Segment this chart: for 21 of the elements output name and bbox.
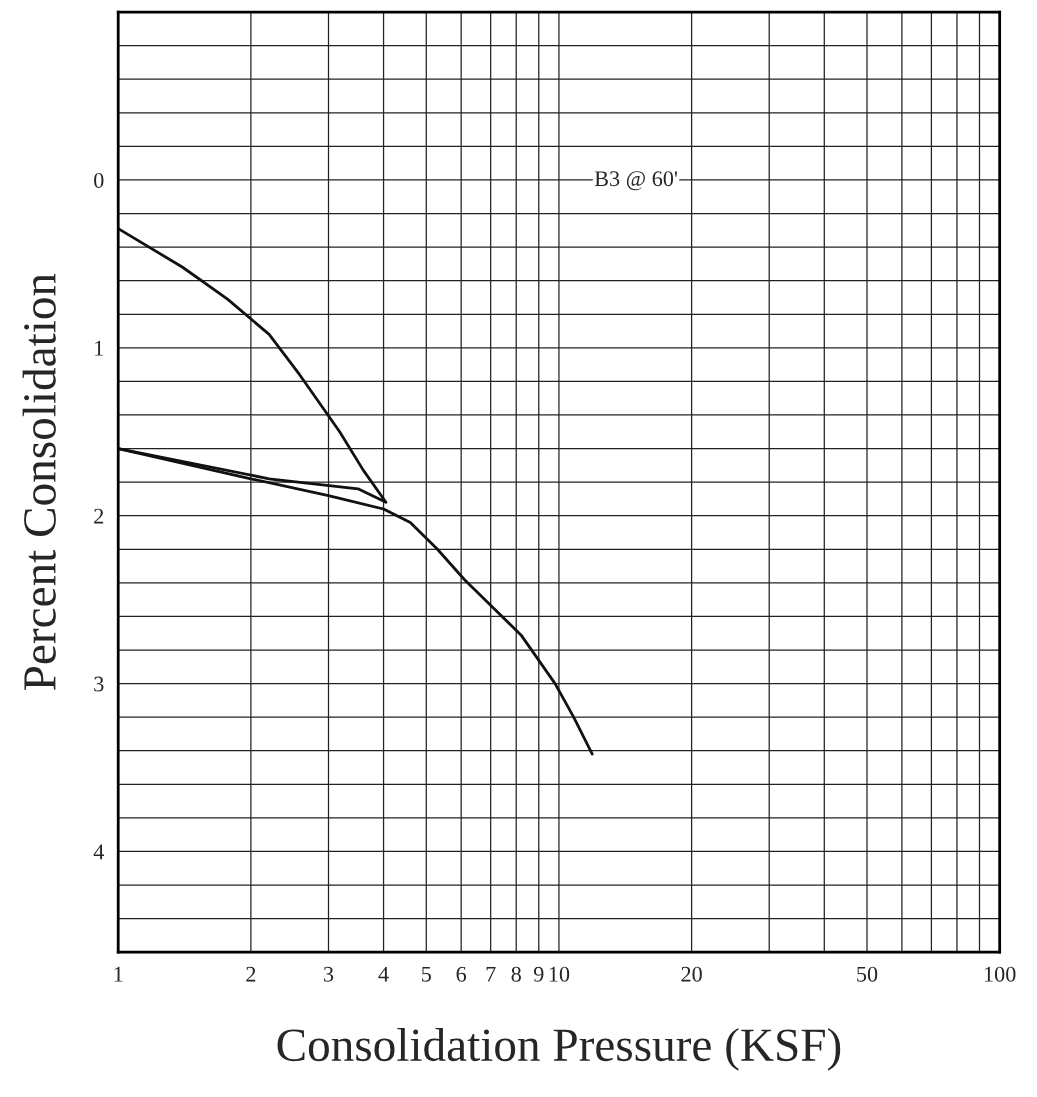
x-tick-label: 100 bbox=[984, 966, 1016, 982]
x-tick-label: 7 bbox=[486, 966, 496, 982]
y-tick-label: 3 bbox=[94, 676, 104, 692]
x-tick-label: 20 bbox=[681, 966, 702, 982]
y-tick-label: 2 bbox=[94, 508, 104, 524]
y-tick-label: 4 bbox=[93, 844, 104, 860]
y-tick-label: 1 bbox=[95, 340, 103, 356]
annotation: B3 @ 60' bbox=[594, 171, 677, 191]
x-tick-label: 2 bbox=[246, 966, 256, 982]
x-tick-label: 9 bbox=[533, 966, 544, 982]
x-tick-label: 8 bbox=[511, 966, 521, 982]
x-tick-label: 3 bbox=[324, 966, 334, 982]
x-tick-label: 10 bbox=[549, 966, 570, 982]
y-tick-label: 0 bbox=[94, 172, 104, 188]
x-tick-label: 6 bbox=[456, 966, 467, 982]
x-tick-label: 50 bbox=[857, 966, 878, 982]
x-tick-label: 4 bbox=[378, 966, 389, 982]
x-tick-label: 1 bbox=[114, 966, 123, 982]
x-tick-label: 5 bbox=[422, 966, 431, 982]
x-axis-title: Consolidation Pressure (KSF) bbox=[277, 1027, 841, 1071]
y-axis-title: Percent Consolidation bbox=[22, 273, 56, 690]
